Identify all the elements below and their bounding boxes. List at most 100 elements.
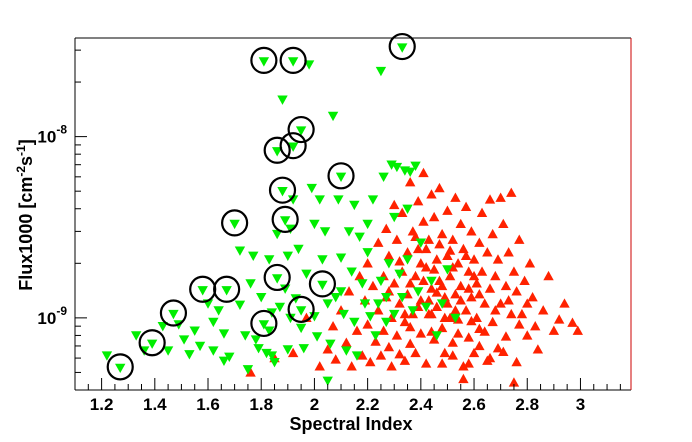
red-point: [458, 361, 469, 371]
red-point: [399, 316, 411, 327]
red-point: [415, 328, 427, 338]
green-point: [285, 224, 296, 235]
green-point: [402, 255, 413, 265]
red-point: [397, 207, 408, 217]
green-point: [130, 331, 142, 341]
red-point: [420, 262, 432, 272]
green-point: [333, 195, 344, 205]
red-point: [431, 301, 442, 312]
green-point: [378, 172, 389, 183]
red-point: [391, 330, 403, 340]
red-point: [367, 280, 379, 291]
red-point: [519, 275, 530, 286]
green-point: [404, 167, 416, 177]
green-point: [341, 346, 352, 356]
red-point: [495, 298, 506, 308]
green-point: [250, 335, 262, 345]
red-point: [471, 278, 482, 288]
green-point: [426, 276, 437, 287]
highlight-circle: [271, 205, 299, 233]
red-point: [287, 347, 299, 358]
green-point: [293, 244, 304, 255]
highlight-circles: [106, 32, 416, 381]
red-point: [498, 346, 509, 356]
red-point: [447, 350, 458, 360]
highlight-circle: [250, 46, 278, 74]
red-point: [341, 337, 352, 347]
green-point: [373, 299, 384, 309]
green-point: [221, 286, 232, 296]
green-point: [412, 287, 424, 297]
green-point: [351, 351, 363, 361]
green-point: [274, 302, 286, 313]
green-point: [264, 326, 275, 336]
y-axis-title: Flux1000 [cm-2s-1]: [14, 139, 36, 290]
red-point: [460, 305, 472, 315]
green-point: [381, 293, 392, 303]
red-point: [383, 341, 395, 352]
x-tick-label: 2: [310, 395, 319, 414]
green-point: [335, 253, 347, 263]
red-point: [484, 283, 496, 293]
red-point: [418, 216, 429, 226]
y-tick-exponent: -9: [56, 304, 67, 318]
red-point: [436, 358, 448, 368]
red-point: [322, 344, 333, 354]
red-point: [418, 167, 429, 178]
red-point: [508, 377, 520, 387]
green-point: [101, 351, 113, 361]
red-point: [442, 298, 453, 308]
green-point: [354, 232, 365, 243]
highlight-circle: [388, 32, 416, 61]
red-point: [428, 211, 440, 222]
green-point: [391, 162, 403, 173]
red-point: [410, 347, 421, 358]
green-point: [383, 259, 395, 269]
green-point: [287, 57, 299, 67]
green-point: [325, 339, 336, 349]
green-point: [410, 161, 421, 172]
red-point: [450, 192, 461, 202]
red-point: [383, 250, 395, 260]
red-point: [567, 317, 578, 327]
green-point: [370, 331, 381, 341]
red-point: [511, 356, 522, 367]
red-point: [482, 247, 493, 257]
red-point: [484, 194, 496, 204]
red-point: [346, 361, 357, 371]
y-tick-base: 10: [37, 128, 56, 147]
red-point: [466, 226, 477, 236]
y-axis-title-mid: s: [16, 156, 36, 166]
red-point: [357, 350, 368, 360]
red-point: [506, 308, 517, 319]
green-point: [365, 312, 376, 322]
red-point: [365, 356, 376, 367]
green-point: [322, 299, 333, 309]
green-point: [285, 313, 296, 324]
red-point: [503, 247, 514, 257]
green-point: [162, 346, 174, 356]
green-point: [362, 248, 373, 258]
red-point: [428, 334, 440, 344]
red-point: [527, 292, 538, 302]
red-point: [532, 344, 544, 354]
green-point: [287, 195, 299, 205]
red-point: [463, 358, 474, 368]
green-point: [208, 346, 219, 356]
x-tick-label: 2.8: [515, 395, 539, 414]
y-tick-label: 10-8: [37, 123, 67, 147]
red-point: [412, 196, 424, 206]
red-point: [426, 283, 437, 293]
red-point: [436, 280, 448, 291]
x-tick-label: 2.2: [356, 395, 380, 414]
red-point: [479, 326, 490, 336]
green-point: [442, 265, 453, 275]
green-point: [346, 267, 357, 277]
green-point: [362, 219, 373, 230]
red-point: [434, 238, 445, 249]
green-point: [277, 187, 288, 197]
red-point: [327, 320, 339, 331]
red-point: [450, 289, 461, 299]
